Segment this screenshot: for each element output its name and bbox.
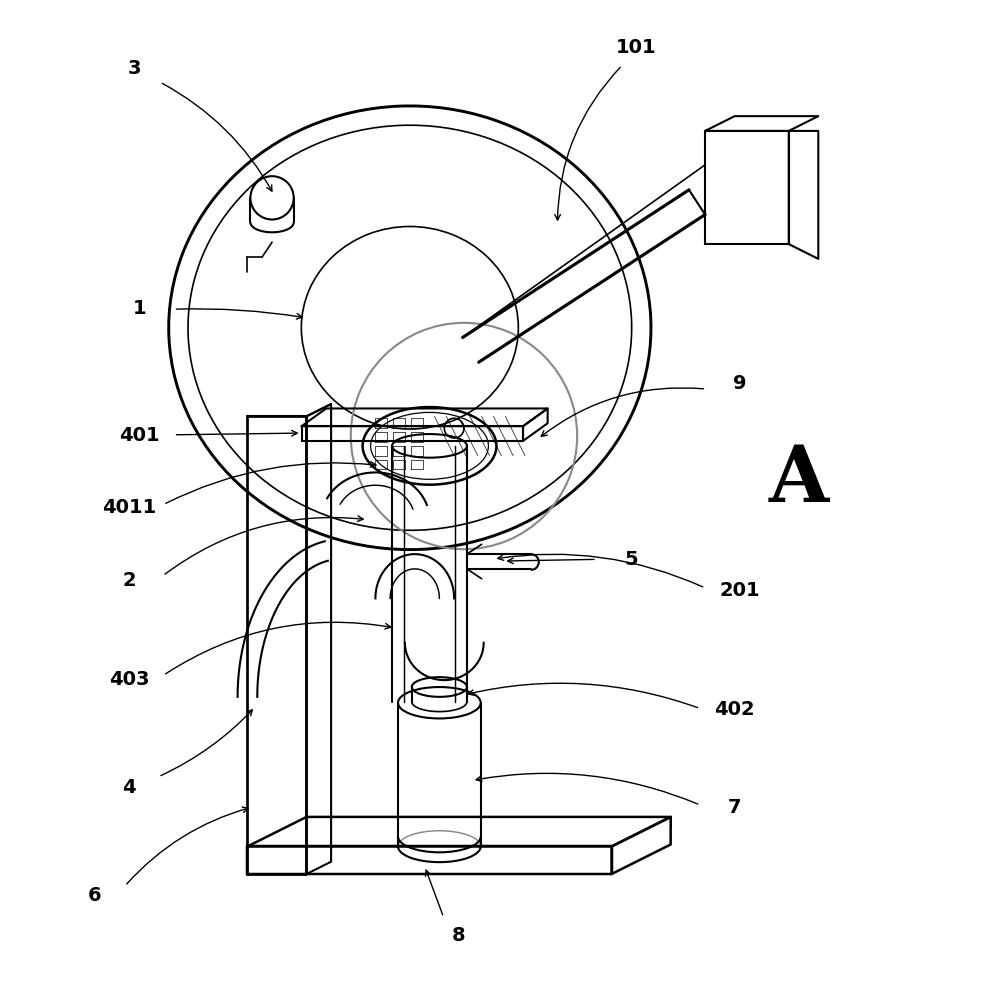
Text: 6: 6 (88, 886, 102, 905)
Text: 4: 4 (122, 778, 136, 797)
Text: 3: 3 (127, 59, 141, 78)
Text: 402: 402 (714, 700, 754, 719)
Text: 8: 8 (452, 926, 465, 945)
Text: 9: 9 (732, 374, 745, 393)
Text: 5: 5 (624, 550, 638, 569)
Text: 401: 401 (118, 426, 160, 445)
Text: 2: 2 (122, 571, 136, 590)
Text: 403: 403 (109, 670, 150, 689)
Text: 1: 1 (132, 299, 146, 318)
Text: 7: 7 (727, 798, 740, 817)
Text: A: A (768, 442, 828, 518)
Text: 101: 101 (615, 38, 656, 57)
Text: 201: 201 (719, 581, 759, 600)
Text: 4011: 4011 (103, 498, 157, 517)
